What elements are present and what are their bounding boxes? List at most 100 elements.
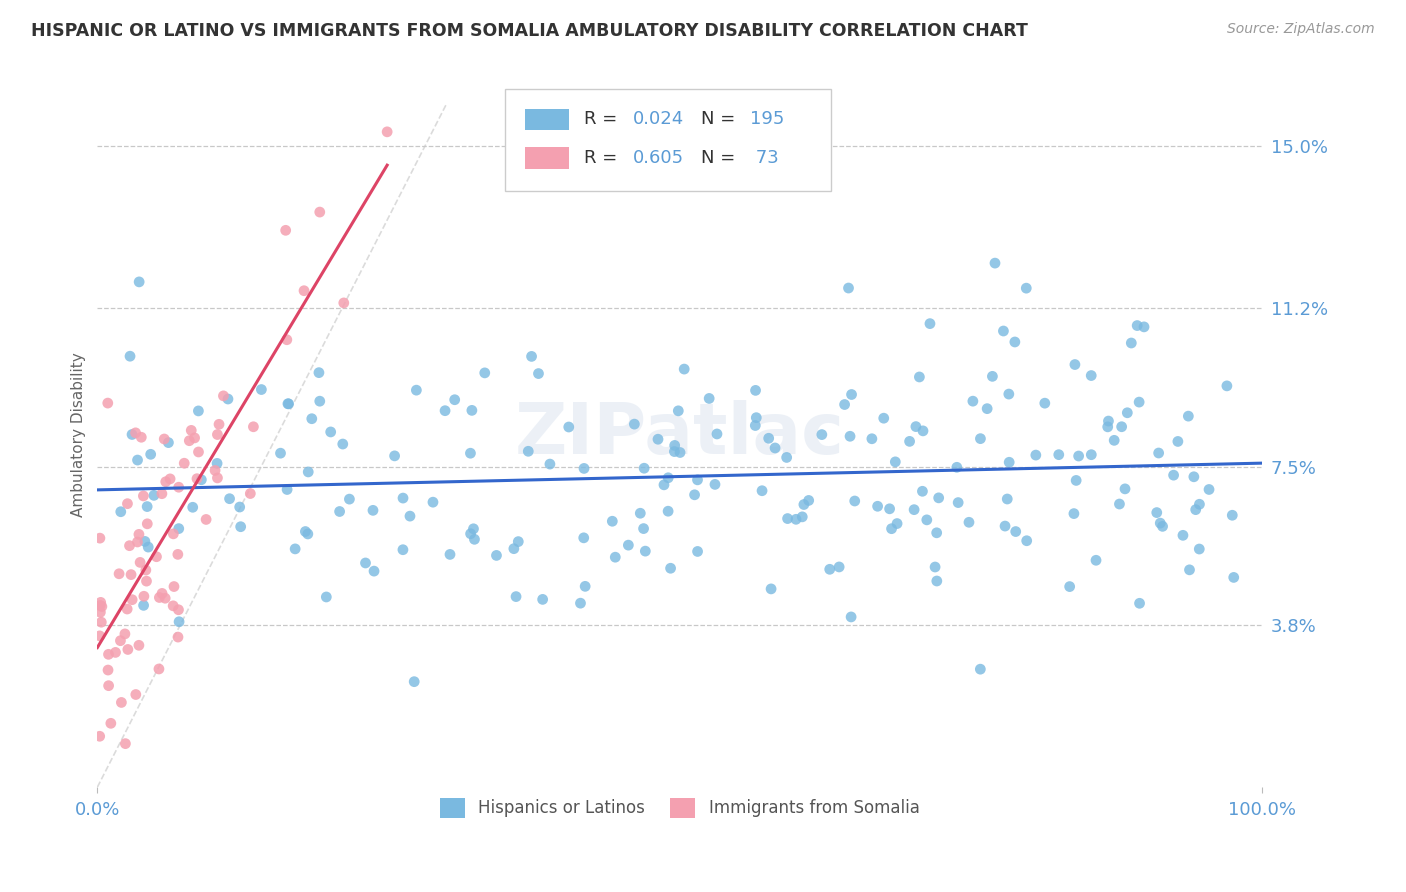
Point [623,417,645,431]
Point [602,514,624,528]
Point [179,434,201,448]
Point [1015,533,1038,548]
Point [957,516,980,530]
Point [1147,446,1170,460]
Point [1128,395,1150,409]
Point [212,389,235,403]
Point [1121,336,1143,351]
Point [354,556,377,570]
Point [1220,508,1243,523]
Point [928,491,950,505]
Point [162,526,184,541]
Legend: Hispanics or Latinos, Immigrants from Somalia: Hispanics or Latinos, Immigrants from So… [433,791,927,825]
Point [167,522,190,536]
Point [384,449,406,463]
Point [1067,449,1090,463]
Point [187,404,209,418]
Point [167,630,190,644]
Point [308,394,330,409]
Point [114,627,136,641]
Point [664,438,686,452]
Point [190,473,212,487]
Point [110,505,132,519]
Point [186,472,208,486]
Point [148,591,170,605]
Point [439,548,461,562]
Text: R =: R = [585,149,623,167]
FancyBboxPatch shape [524,109,569,130]
Point [666,404,689,418]
Point [90,595,112,609]
Point [818,562,841,576]
Point [994,519,1017,533]
Point [217,392,239,406]
Point [776,511,799,525]
Point [1033,396,1056,410]
Point [150,586,173,600]
Point [132,599,155,613]
Point [1171,528,1194,542]
Point [1149,516,1171,530]
Point [155,475,177,489]
Point [434,403,457,417]
Point [142,488,165,502]
FancyBboxPatch shape [524,147,569,169]
Point [89,729,111,743]
Point [276,333,298,347]
Text: 0.605: 0.605 [633,149,685,167]
Point [763,441,786,455]
Point [463,533,485,547]
Point [633,461,655,475]
Point [884,455,907,469]
Point [502,541,524,556]
Point [1080,448,1102,462]
Point [125,688,148,702]
Point [1152,519,1174,533]
Point [228,500,250,514]
Y-axis label: Ambulatory Disability: Ambulatory Disability [72,352,86,516]
Point [1114,482,1136,496]
Point [839,610,862,624]
Point [121,592,143,607]
Point [173,456,195,470]
Point [117,642,139,657]
Point [998,387,1021,401]
Point [1064,358,1087,372]
Point [962,394,984,409]
Point [277,397,299,411]
Point [90,599,112,614]
Point [115,602,138,616]
Point [1097,414,1119,428]
Point [911,484,934,499]
Point [89,599,111,613]
Point [405,383,427,397]
Point [538,457,561,471]
Point [915,513,938,527]
Point [683,488,706,502]
Point [1128,596,1150,610]
Point [946,460,969,475]
Point [229,519,252,533]
Point [277,397,299,411]
Point [837,281,859,295]
Point [924,560,946,574]
Point [531,592,554,607]
Point [463,522,485,536]
Point [297,465,319,479]
Point [135,563,157,577]
Point [315,590,337,604]
Point [129,555,152,569]
Point [527,367,550,381]
Point [121,427,143,442]
Point [1133,319,1156,334]
Point [706,427,728,442]
Point [993,324,1015,338]
Point [163,580,186,594]
Point [517,444,540,458]
Text: HISPANIC OR LATINO VS IMMIGRANTS FROM SOMALIA AMBULATORY DISABILITY CORRELATION : HISPANIC OR LATINO VS IMMIGRANTS FROM SO… [31,22,1028,40]
Point [136,540,159,554]
Point [339,492,361,507]
Point [508,534,530,549]
Point [294,524,316,539]
Point [195,512,218,526]
